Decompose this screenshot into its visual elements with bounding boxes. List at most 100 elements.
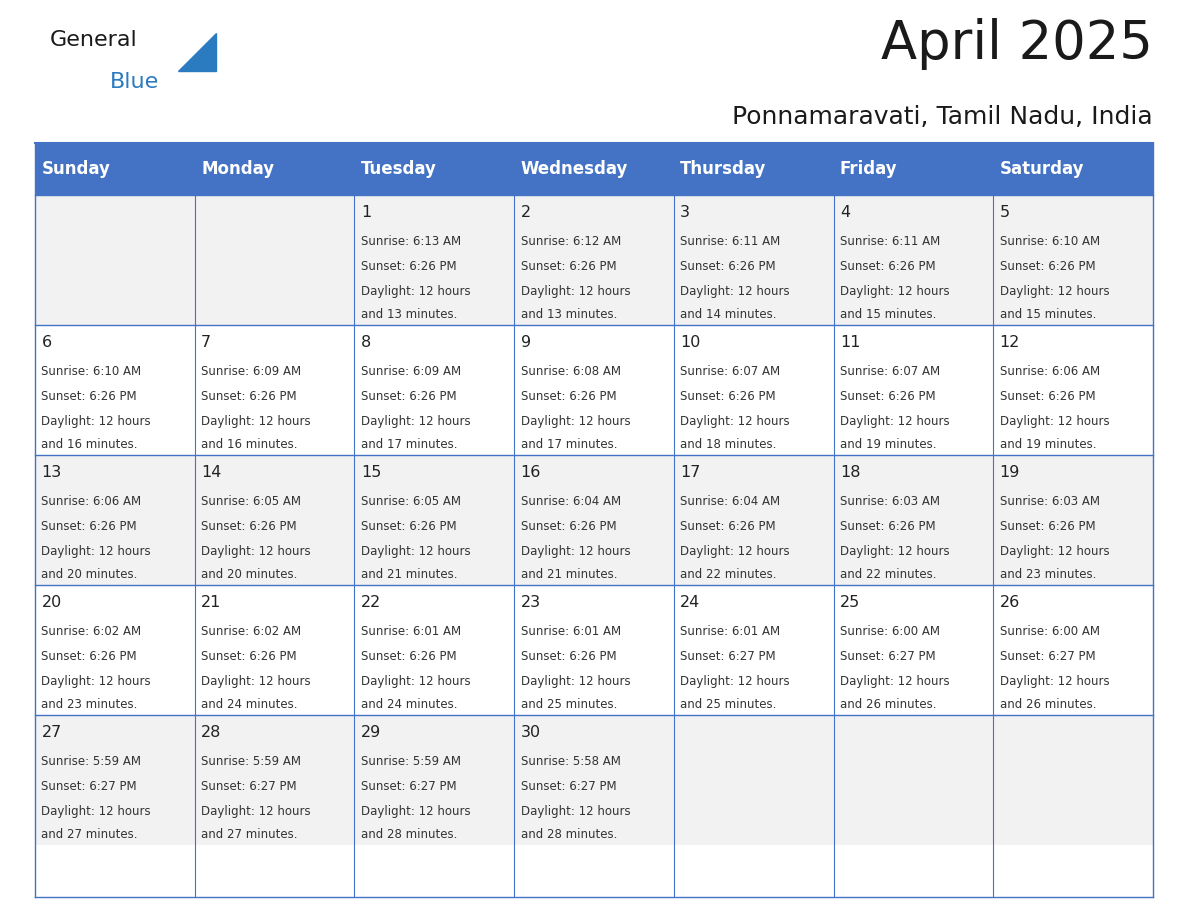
Text: and 25 minutes.: and 25 minutes.: [681, 698, 777, 711]
Text: Sunset: 6:26 PM: Sunset: 6:26 PM: [201, 390, 297, 403]
Text: Daylight: 12 hours: Daylight: 12 hours: [42, 805, 151, 818]
Text: Sunrise: 6:04 AM: Sunrise: 6:04 AM: [681, 495, 781, 508]
Text: Sunset: 6:26 PM: Sunset: 6:26 PM: [681, 260, 776, 273]
Text: Sunset: 6:26 PM: Sunset: 6:26 PM: [42, 520, 137, 533]
Text: 2: 2: [520, 205, 531, 220]
Text: Sunset: 6:27 PM: Sunset: 6:27 PM: [840, 650, 936, 663]
Text: Daylight: 12 hours: Daylight: 12 hours: [520, 805, 630, 818]
Text: 22: 22: [361, 595, 381, 610]
Bar: [34, 325, 1154, 455]
Text: Sunset: 6:26 PM: Sunset: 6:26 PM: [999, 260, 1095, 273]
Text: Sunrise: 6:00 AM: Sunrise: 6:00 AM: [840, 625, 940, 638]
Text: Daylight: 12 hours: Daylight: 12 hours: [520, 415, 630, 428]
Text: 24: 24: [681, 595, 701, 610]
Text: 26: 26: [999, 595, 1020, 610]
Text: Sunset: 6:26 PM: Sunset: 6:26 PM: [42, 650, 137, 663]
Text: Daylight: 12 hours: Daylight: 12 hours: [201, 675, 311, 688]
Text: Sunset: 6:26 PM: Sunset: 6:26 PM: [999, 390, 1095, 403]
Text: Sunset: 6:26 PM: Sunset: 6:26 PM: [520, 650, 617, 663]
Text: 9: 9: [520, 335, 531, 350]
Text: Sunrise: 6:01 AM: Sunrise: 6:01 AM: [681, 625, 781, 638]
Text: Sunset: 6:26 PM: Sunset: 6:26 PM: [201, 520, 297, 533]
Text: Sunset: 6:26 PM: Sunset: 6:26 PM: [520, 390, 617, 403]
Text: 30: 30: [520, 725, 541, 740]
Text: 8: 8: [361, 335, 371, 350]
Text: Sunset: 6:26 PM: Sunset: 6:26 PM: [520, 260, 617, 273]
Text: Sunrise: 6:02 AM: Sunrise: 6:02 AM: [201, 625, 302, 638]
Text: and 28 minutes.: and 28 minutes.: [361, 828, 457, 841]
Text: Sunset: 6:26 PM: Sunset: 6:26 PM: [361, 650, 456, 663]
Text: Daylight: 12 hours: Daylight: 12 hours: [42, 545, 151, 558]
Text: Sunset: 6:27 PM: Sunset: 6:27 PM: [681, 650, 776, 663]
Text: Sunset: 6:26 PM: Sunset: 6:26 PM: [999, 520, 1095, 533]
Text: and 19 minutes.: and 19 minutes.: [840, 438, 936, 451]
Text: Sunset: 6:26 PM: Sunset: 6:26 PM: [681, 390, 776, 403]
Bar: [34, 455, 1154, 585]
Text: Sunrise: 6:11 AM: Sunrise: 6:11 AM: [681, 235, 781, 248]
Bar: [674, 143, 834, 195]
Bar: [514, 143, 674, 195]
Text: Sunrise: 6:11 AM: Sunrise: 6:11 AM: [840, 235, 940, 248]
Text: Tuesday: Tuesday: [361, 160, 437, 178]
Text: 28: 28: [201, 725, 221, 740]
Text: Sunset: 6:27 PM: Sunset: 6:27 PM: [999, 650, 1095, 663]
Text: and 21 minutes.: and 21 minutes.: [520, 568, 617, 581]
Text: and 26 minutes.: and 26 minutes.: [840, 698, 936, 711]
Text: Sunrise: 5:59 AM: Sunrise: 5:59 AM: [361, 755, 461, 768]
Text: Daylight: 12 hours: Daylight: 12 hours: [42, 675, 151, 688]
Text: Sunrise: 6:06 AM: Sunrise: 6:06 AM: [42, 495, 141, 508]
Text: Sunset: 6:26 PM: Sunset: 6:26 PM: [201, 650, 297, 663]
Text: 20: 20: [42, 595, 62, 610]
Text: and 23 minutes.: and 23 minutes.: [999, 568, 1097, 581]
Text: and 28 minutes.: and 28 minutes.: [520, 828, 617, 841]
Bar: [34, 715, 1154, 845]
Text: Sunset: 6:27 PM: Sunset: 6:27 PM: [520, 780, 617, 793]
Text: 19: 19: [999, 465, 1020, 480]
Bar: [354, 143, 514, 195]
Text: Daylight: 12 hours: Daylight: 12 hours: [520, 285, 630, 298]
Text: Sunset: 6:26 PM: Sunset: 6:26 PM: [361, 260, 456, 273]
Text: and 20 minutes.: and 20 minutes.: [42, 568, 138, 581]
Text: Daylight: 12 hours: Daylight: 12 hours: [520, 545, 630, 558]
Text: and 27 minutes.: and 27 minutes.: [201, 828, 298, 841]
Text: Sunday: Sunday: [42, 160, 110, 178]
Text: and 24 minutes.: and 24 minutes.: [201, 698, 298, 711]
Text: Daylight: 12 hours: Daylight: 12 hours: [999, 285, 1110, 298]
Text: Sunrise: 5:59 AM: Sunrise: 5:59 AM: [201, 755, 301, 768]
Text: 13: 13: [42, 465, 62, 480]
Text: Sunrise: 6:09 AM: Sunrise: 6:09 AM: [361, 365, 461, 378]
Text: Sunrise: 6:03 AM: Sunrise: 6:03 AM: [840, 495, 940, 508]
Text: Saturday: Saturday: [999, 160, 1085, 178]
Text: 10: 10: [681, 335, 701, 350]
Text: Daylight: 12 hours: Daylight: 12 hours: [681, 415, 790, 428]
Bar: [34, 143, 195, 195]
Text: 3: 3: [681, 205, 690, 220]
Text: Sunrise: 6:13 AM: Sunrise: 6:13 AM: [361, 235, 461, 248]
Text: Daylight: 12 hours: Daylight: 12 hours: [999, 415, 1110, 428]
Text: Sunset: 6:26 PM: Sunset: 6:26 PM: [42, 390, 137, 403]
Text: 6: 6: [42, 335, 51, 350]
Text: and 13 minutes.: and 13 minutes.: [520, 308, 617, 321]
Text: and 13 minutes.: and 13 minutes.: [361, 308, 457, 321]
Text: Sunset: 6:26 PM: Sunset: 6:26 PM: [361, 390, 456, 403]
Text: Daylight: 12 hours: Daylight: 12 hours: [361, 545, 470, 558]
Text: and 17 minutes.: and 17 minutes.: [520, 438, 617, 451]
Text: and 19 minutes.: and 19 minutes.: [999, 438, 1097, 451]
Text: 15: 15: [361, 465, 381, 480]
Text: 7: 7: [201, 335, 211, 350]
Text: 27: 27: [42, 725, 62, 740]
Text: Sunset: 6:26 PM: Sunset: 6:26 PM: [681, 520, 776, 533]
Text: 21: 21: [201, 595, 221, 610]
Text: Sunrise: 6:00 AM: Sunrise: 6:00 AM: [999, 625, 1100, 638]
Text: 16: 16: [520, 465, 541, 480]
Text: Sunrise: 5:59 AM: Sunrise: 5:59 AM: [42, 755, 141, 768]
Text: 29: 29: [361, 725, 381, 740]
Text: Sunset: 6:26 PM: Sunset: 6:26 PM: [840, 260, 936, 273]
Text: Daylight: 12 hours: Daylight: 12 hours: [361, 675, 470, 688]
Text: Sunrise: 6:04 AM: Sunrise: 6:04 AM: [520, 495, 620, 508]
Text: and 14 minutes.: and 14 minutes.: [681, 308, 777, 321]
Text: Sunrise: 6:03 AM: Sunrise: 6:03 AM: [999, 495, 1100, 508]
Text: Daylight: 12 hours: Daylight: 12 hours: [361, 285, 470, 298]
Text: and 15 minutes.: and 15 minutes.: [840, 308, 936, 321]
Text: April 2025: April 2025: [881, 18, 1154, 70]
